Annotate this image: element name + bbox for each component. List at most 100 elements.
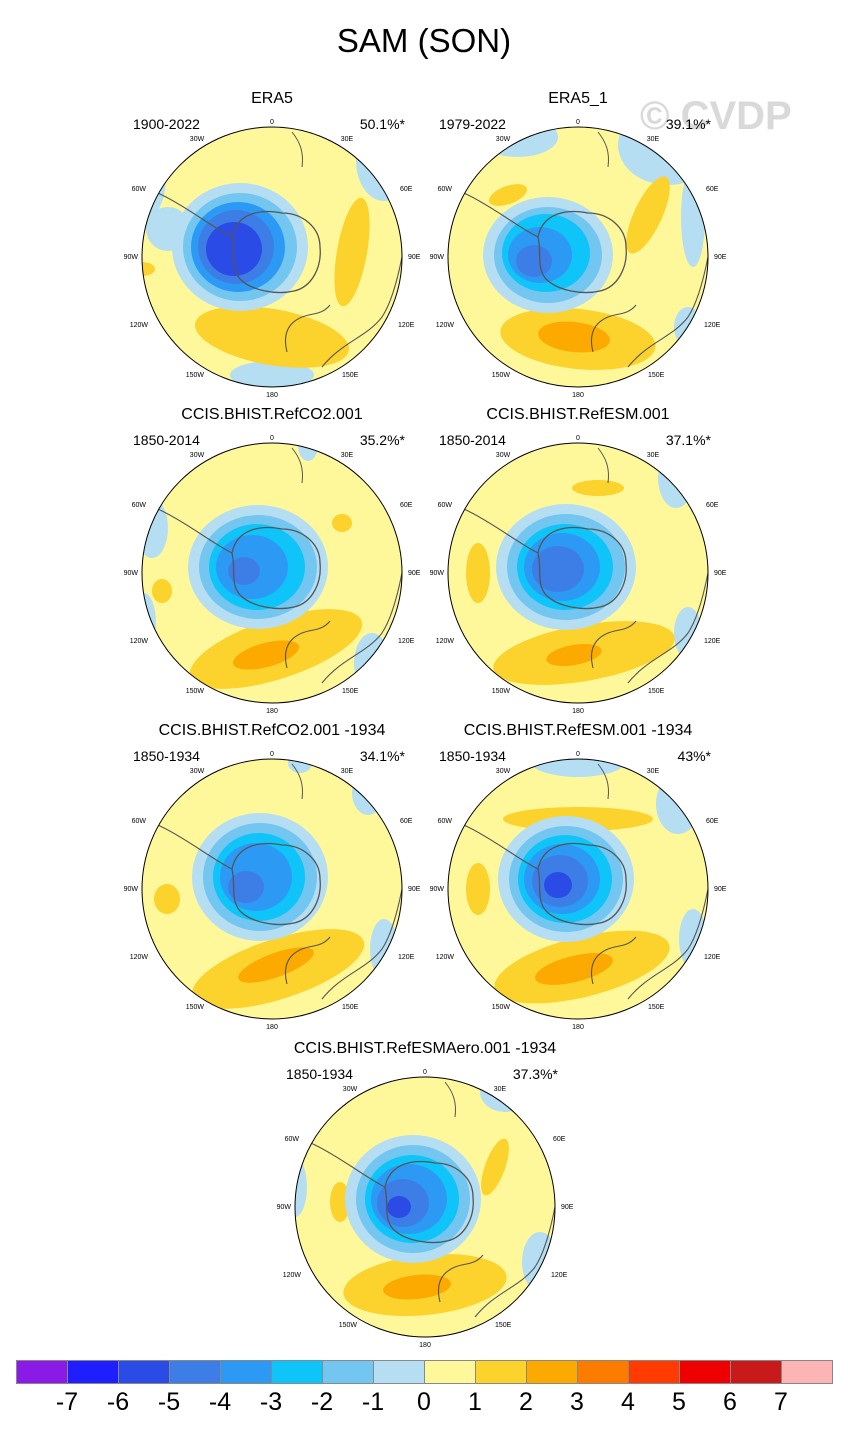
map-boundary [141,442,403,704]
colorbar: -7 -6 -5 -4 -3 -2 -1 0 1 2 3 4 5 6 7 [16,1360,833,1430]
panel-variance-explained: 39.1%* [665,116,711,132]
map-boundary [294,1076,556,1338]
negative-region [618,127,708,185]
negative-region [478,127,558,157]
positive-anomaly-band [481,1138,509,1196]
australia-coastline [321,888,402,1000]
negative-region [658,448,694,508]
panel-title: CCIS.BHIST.RefCO2.001 -1934 [158,722,386,739]
longitude-label: 90E [408,254,421,261]
new-zealand-coastline [590,936,637,985]
negative-anomaly-contour [516,245,552,277]
longitude-label: 180 [572,392,584,399]
colorbar-swatch [475,1360,527,1384]
longitude-label: 120E [398,638,415,645]
longitude-label: 150W [492,1004,511,1011]
panel-period: 1850-1934 [439,748,506,764]
longitude-label: 30E [494,1086,507,1093]
longitude-label: 150W [492,688,511,695]
new-zealand-coastline [590,304,637,353]
longitude-label: 180 [266,392,278,399]
longitude-label: 150E [648,372,665,379]
panel-variance-explained: 37.3%* [512,1066,558,1082]
longitude-label: 90W [124,254,139,261]
positive-anomaly-band [466,543,490,603]
colorbar-swatch [67,1360,119,1384]
positive-anomaly-band [233,640,299,670]
australia-coastline [627,256,708,368]
colorbar-swatch [730,1360,782,1384]
panel-title: CCIS.BHIST.RefESM.001 [486,406,670,423]
panel-title: ERA5_1 [548,90,608,107]
positive-anomaly-band [238,947,314,983]
colorbar-swatch [781,1360,833,1384]
longitude-label: 90W [430,254,445,261]
map-field [142,443,402,703]
negative-region [354,633,390,693]
map-field [142,759,402,1019]
longitude-label: 60E [553,1136,566,1143]
longitude-label: 120W [283,1272,302,1279]
negative-region [288,759,312,773]
positive-anomaly-band [466,863,490,915]
antarctica-coastline [537,842,627,926]
polar-map: 0 30E 60E 90E 120E 150E 180 150W 120W 90W 60W 30W [430,435,727,715]
panel-title: CCIS.BHIST.RefESM.001 -1934 [463,722,693,739]
panel-refco2-1934: CCIS.BHIST.RefCO2.001 -1934 1850-1934 34.1… [124,722,421,1031]
map-boundary [447,126,709,388]
longitude-label: 60E [400,818,413,825]
panel-title: ERA5 [251,90,293,107]
panel-refesm-1934: CCIS.BHIST.RefESM.001 -1934 1850-1934 43%*… [430,722,727,1031]
longitude-label: 120E [704,954,721,961]
longitude-label: 0 [576,435,580,442]
negative-region [656,774,700,834]
longitude-label: 30E [341,136,354,143]
panel-variance-explained: 43%* [677,748,711,764]
negative-anomaly-contour [228,557,260,585]
negative-region [522,1232,555,1292]
longitude-label: 180 [266,1024,278,1031]
longitude-label: 60W [132,818,147,825]
positive-anomaly-band [195,306,349,368]
negative-region [295,1157,307,1217]
australia-coastline [627,572,708,684]
longitude-label: 120W [436,954,455,961]
negative-anomaly-contour [228,871,264,903]
south-america-coastline [444,1081,456,1118]
colorbar-tick-label: 0 [417,1388,431,1416]
positive-anomaly-band [383,1274,451,1300]
positive-anomaly-band [142,262,155,276]
longitude-label: 150E [495,1322,512,1329]
colorbar-swatch [679,1360,731,1384]
longitude-label: 0 [423,1069,427,1076]
polar-map: 0 30E 60E 90E 120E 150E 180 150W 120W 90W 60W 30W [277,1069,574,1349]
longitude-label: 60E [400,502,413,509]
panel-refco2: CCIS.BHIST.RefCO2.001 1850-2014 35.2%* 0 30E… [124,406,421,715]
panel-period: 1979-2022 [439,116,506,132]
antarctica-coastline [384,1160,474,1244]
negative-region [142,137,166,217]
positive-anomaly-band [334,197,370,307]
south-america-coastline [291,131,303,168]
colorbar-tick-label: -2 [310,1388,334,1416]
longitude-label: 60W [132,502,147,509]
colorbar-swatch [526,1360,578,1384]
antarctica-coastline [231,526,321,610]
colorbar-swatch [16,1360,68,1384]
colorbar-tick-label: 4 [621,1388,635,1416]
longitude-label: 0 [576,751,580,758]
longitude-label: 60W [438,818,453,825]
longitude-label: 90E [714,886,727,893]
longitude-label: 120E [704,322,721,329]
colorbar-swatch [577,1360,629,1384]
negative-region [352,771,384,815]
longitude-label: 120E [398,322,415,329]
longitude-label: 150E [648,1004,665,1011]
colorbar-tick-label: 1 [468,1388,482,1416]
longitude-label: 30W [496,768,511,775]
positive-anomaly-band [330,1182,350,1222]
longitude-label: 90W [430,570,445,577]
longitude-label: 0 [270,435,274,442]
negative-anomaly-contour [387,1196,411,1218]
polar-map: 0 30E 60E 90E 120E 150E 180 150W 120W 90W 60W 30W [124,751,421,1031]
